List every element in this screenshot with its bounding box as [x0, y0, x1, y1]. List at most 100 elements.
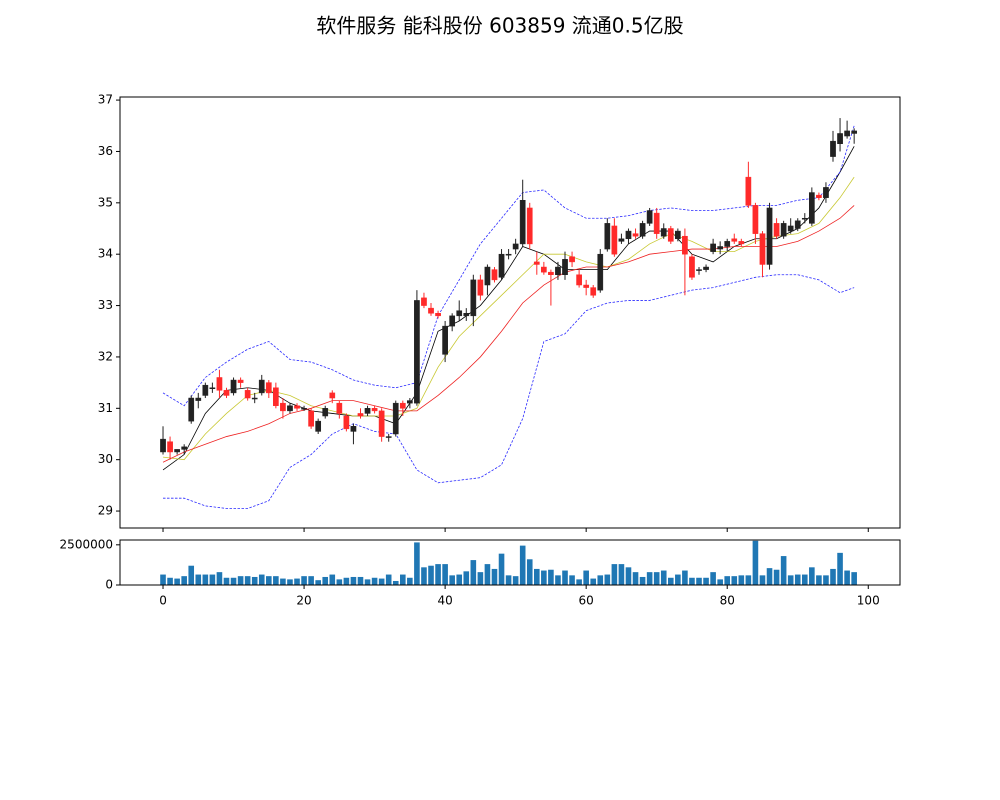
volume-bar: [442, 564, 448, 585]
volume-bar: [258, 574, 265, 585]
x-tick-label: 0: [159, 594, 167, 608]
candle-body: [435, 313, 441, 317]
candle-body: [357, 413, 364, 417]
volume-bar: [357, 576, 364, 585]
candle-body: [604, 223, 611, 250]
candle-body: [258, 379, 265, 394]
candle-body: [322, 408, 329, 417]
candle-body: [294, 405, 300, 409]
candle-body: [710, 243, 716, 252]
candle-body: [738, 241, 745, 245]
volume-bar: [766, 568, 773, 585]
candle-body: [414, 300, 420, 404]
candle-body: [449, 315, 456, 327]
candle-body: [301, 408, 307, 410]
volume-bar: [738, 575, 745, 585]
volume-bar: [195, 574, 202, 585]
volume-bar: [209, 574, 216, 585]
volume-bar: [611, 564, 618, 585]
plot-frame: [119, 96, 901, 529]
candle-body: [505, 253, 512, 256]
candle-body: [371, 408, 378, 412]
volume-bar: [773, 569, 780, 585]
candle-body: [209, 387, 216, 390]
candle-body: [541, 266, 547, 273]
volume-bar: [794, 574, 801, 585]
plot-frame: [119, 539, 901, 586]
candle-body: [773, 223, 780, 237]
candle-body: [223, 390, 230, 396]
volume-bar: [541, 570, 547, 585]
candle-body: [717, 246, 724, 250]
volume-bar: [837, 552, 843, 585]
volume-bar: [625, 567, 632, 585]
candle-body: [583, 284, 590, 288]
y-tick-label: 2500000: [60, 537, 113, 551]
candle-body: [315, 420, 322, 432]
volume-bar: [801, 574, 808, 585]
volume-bar: [569, 575, 575, 585]
candle-body: [808, 192, 815, 224]
volume-bar: [555, 575, 561, 585]
x-tick-label: 100: [857, 594, 880, 608]
volume-bar: [844, 570, 850, 585]
volume-bar: [477, 572, 484, 585]
candle-body: [237, 379, 244, 383]
volume-bar: [167, 577, 173, 585]
y-tick-label: 31: [98, 401, 113, 415]
candle-body: [336, 402, 343, 414]
volume-bar: [244, 576, 251, 585]
candle-body: [660, 228, 667, 237]
y-tick-label: 34: [98, 247, 113, 261]
candle-body: [844, 130, 850, 137]
candle-body: [830, 140, 836, 157]
volume-bar: [322, 576, 329, 585]
y-tick-label: 37: [98, 93, 113, 107]
indicator-line: [162, 146, 855, 471]
candle-body: [696, 269, 702, 271]
volume-bar: [498, 553, 505, 585]
y-tick-label: 36: [98, 144, 113, 158]
volume-bar: [816, 575, 822, 585]
candle-body: [674, 230, 681, 240]
candle-body: [195, 397, 202, 401]
candle-body: [851, 130, 858, 134]
candle-body: [780, 223, 787, 237]
volume-bar: [435, 564, 441, 585]
candle-body: [442, 325, 448, 355]
y-tick-label: 35: [98, 195, 113, 209]
candle-body: [533, 261, 540, 265]
candle-body: [639, 223, 646, 237]
candle-body: [801, 217, 808, 220]
candle-body: [632, 233, 639, 237]
candle-body: [188, 397, 195, 422]
candle-body: [230, 379, 237, 394]
volume-bar: [449, 575, 455, 585]
volume-bar: [308, 576, 314, 585]
volume-bar: [590, 578, 597, 585]
volume-bar: [181, 576, 187, 585]
volume-bar: [526, 559, 533, 585]
candle-body: [421, 297, 427, 306]
candle-body: [463, 313, 470, 317]
candle-body: [407, 400, 413, 404]
volume-bar: [463, 571, 470, 585]
candle-body: [724, 241, 731, 247]
x-tick-label: 60: [579, 594, 594, 608]
volume-bar: [428, 565, 434, 585]
candle-body: [569, 256, 575, 263]
indicator-line: [162, 125, 855, 407]
volume-bar: [717, 579, 723, 585]
volume-bar: [287, 579, 293, 585]
volume-bar: [273, 576, 279, 585]
candle-body: [265, 382, 272, 394]
candle-body: [597, 253, 604, 291]
y-tick-label: 32: [98, 349, 113, 363]
volume-bar: [414, 542, 420, 585]
candle-body: [759, 233, 766, 265]
candle-body: [364, 408, 371, 414]
volume-bar: [689, 577, 695, 585]
volume-bar: [548, 569, 554, 585]
volume-bar: [505, 575, 512, 585]
